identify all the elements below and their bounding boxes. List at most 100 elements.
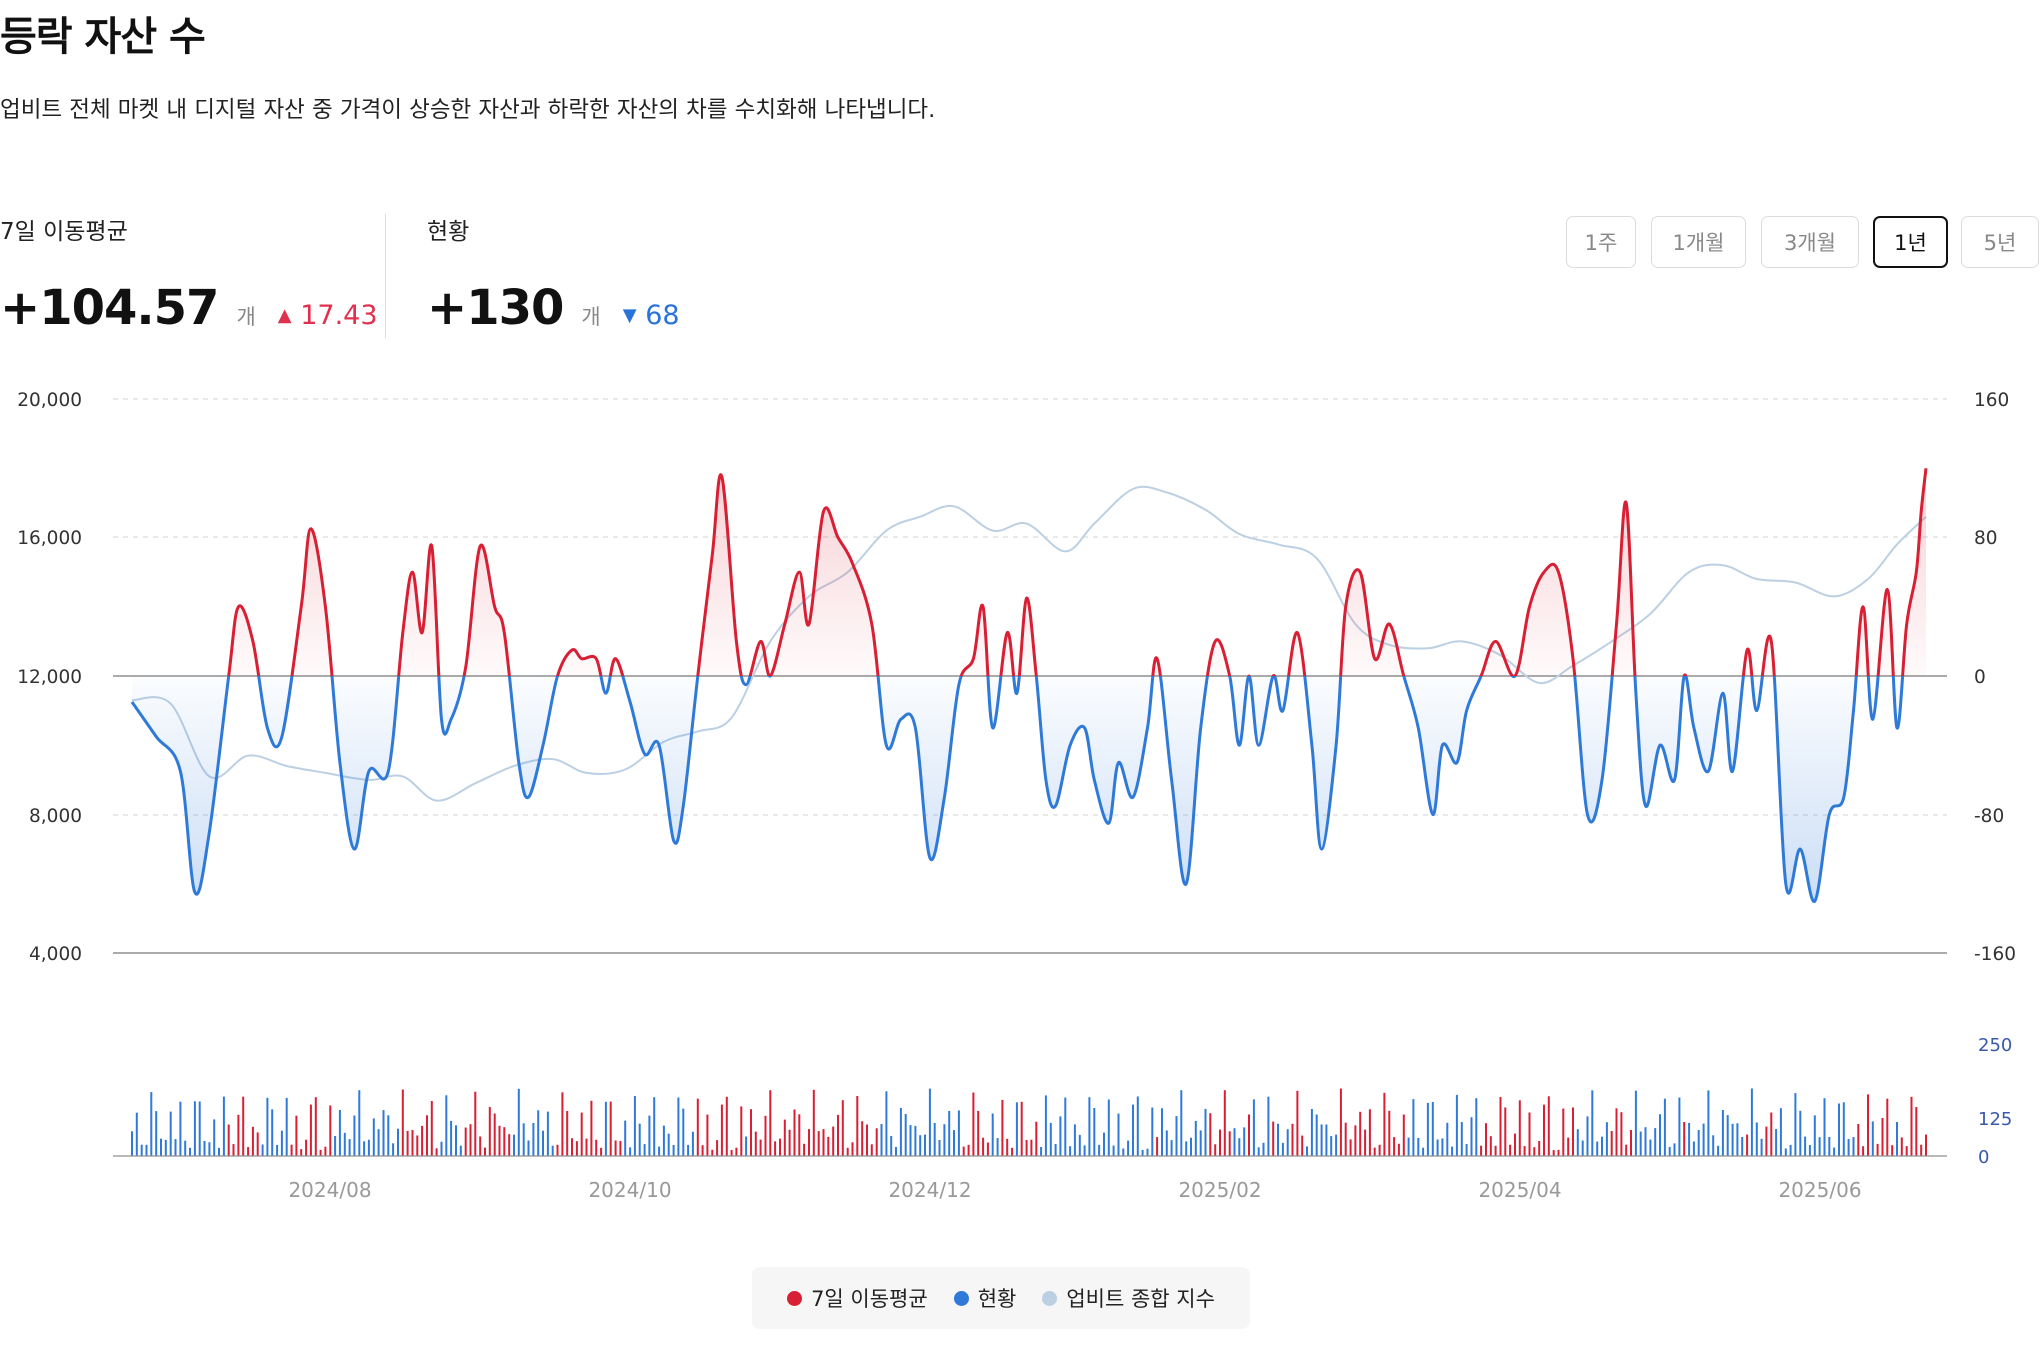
volume-bar <box>1547 1096 1550 1156</box>
volume-tick-label: 0 <box>1978 1147 1989 1168</box>
chart-area[interactable]: 20,000 16,000 12,000 8,000 4,000 160 80 0 -80 -1… <box>0 370 2040 1210</box>
volume-bar <box>1470 1117 1473 1156</box>
volume-bar <box>406 1130 409 1156</box>
volume-bar <box>1407 1137 1410 1156</box>
range-tab-1y[interactable]: 1년 <box>1873 216 1948 268</box>
volume-bar <box>319 1149 322 1156</box>
volume-bar <box>1117 1113 1120 1156</box>
volume-bar <box>189 1147 191 1156</box>
stat-moving-average: 7일 이동평균 +104.57 개 ▲ 17.43 <box>0 212 378 336</box>
volume-bar <box>150 1092 153 1156</box>
legend-item-current[interactable]: 현황 <box>953 1283 1016 1313</box>
volume-bar <box>957 1110 960 1156</box>
down-triangle-icon: ▼ <box>622 305 637 326</box>
volume-bar <box>213 1119 216 1156</box>
volume-bar <box>774 1141 777 1156</box>
volume-bar <box>1320 1124 1323 1156</box>
volume-bar <box>459 1145 462 1156</box>
volume-bar <box>1446 1122 1449 1156</box>
volume-bar <box>716 1140 719 1156</box>
volume-bar <box>450 1120 453 1156</box>
volume-bar <box>1480 1145 1483 1156</box>
x-axis-ticks: 2024/08 2024/10 2024/12 2025/02 2025/04 2025/… <box>288 1178 1861 1202</box>
volume-bar <box>1243 1127 1246 1156</box>
volume-bar <box>1141 1150 1144 1156</box>
volume-bar <box>1668 1146 1671 1156</box>
volume-bar <box>1838 1103 1840 1156</box>
legend-item-index[interactable]: 업비트 종합 지수 <box>1042 1283 1215 1313</box>
volume-bar <box>1900 1137 1903 1156</box>
volume-bar <box>1330 1136 1333 1156</box>
volume-bar <box>1132 1104 1134 1156</box>
volume-bar <box>1035 1121 1038 1156</box>
volume-bar <box>875 1128 878 1156</box>
volume-bar <box>1194 1120 1197 1156</box>
volume-bar <box>551 1145 554 1156</box>
volume-bar <box>1538 1141 1541 1156</box>
volume-bar <box>1572 1107 1574 1156</box>
volume-bar <box>841 1100 844 1156</box>
volume-bar <box>392 1143 395 1156</box>
volume-bar <box>1717 1145 1720 1156</box>
left-tick-label: 8,000 <box>29 806 82 827</box>
volume-bar <box>1692 1141 1695 1156</box>
right-tick-label: 0 <box>1974 667 1986 688</box>
range-tab-1w[interactable]: 1주 <box>1566 216 1636 268</box>
volume-bar <box>397 1128 399 1156</box>
volume-bar <box>1707 1090 1710 1156</box>
volume-bar <box>1741 1137 1744 1156</box>
volume-bar <box>895 1147 897 1156</box>
volume-bar <box>1702 1123 1705 1156</box>
volume-bar <box>401 1089 404 1156</box>
volume-bar <box>184 1140 187 1156</box>
volume-bar <box>1417 1137 1420 1156</box>
volume-bar <box>174 1139 177 1156</box>
volume-bar <box>343 1132 346 1156</box>
volume-bar <box>691 1131 694 1156</box>
volume-bar <box>295 1115 298 1156</box>
volume-bar <box>353 1115 356 1156</box>
volume-bar <box>1248 1114 1250 1156</box>
volume-bar <box>1277 1123 1279 1156</box>
volume-bar <box>1354 1125 1357 1156</box>
volume-bar <box>218 1147 220 1156</box>
volume-bar <box>1098 1144 1101 1156</box>
volume-bar <box>682 1108 685 1156</box>
volume-bar <box>542 1130 544 1156</box>
volume-axis-ticks: 250 125 0 <box>113 1035 2012 1168</box>
stat-ma-label: 7일 이동평균 <box>0 219 128 245</box>
volume-bar <box>377 1129 380 1156</box>
volume-bar <box>1291 1123 1294 1156</box>
range-tab-5y[interactable]: 5년 <box>1961 216 2039 268</box>
volume-bar <box>1557 1149 1560 1156</box>
volume-bar <box>382 1110 385 1156</box>
volume-bar <box>435 1148 438 1156</box>
volume-bar <box>1262 1142 1265 1156</box>
volume-bar <box>1209 1113 1212 1156</box>
volume-bar <box>1228 1131 1231 1156</box>
legend-item-ma[interactable]: 7일 이동평균 <box>787 1283 928 1313</box>
volume-bar <box>1523 1146 1526 1156</box>
volume-bar <box>1088 1097 1091 1156</box>
volume-bar <box>455 1125 457 1156</box>
volume-bar <box>996 1138 999 1156</box>
range-tab-3m[interactable]: 3개월 <box>1761 216 1859 268</box>
stat-current-delta: 68 <box>645 300 680 331</box>
volume-bar <box>348 1139 351 1156</box>
volume-bar <box>1543 1104 1545 1156</box>
volume-bar <box>788 1129 791 1156</box>
volume-bar <box>1794 1093 1797 1156</box>
volume-bar <box>546 1111 549 1156</box>
volume-bar <box>1455 1094 1458 1156</box>
volume-bar <box>1896 1122 1898 1156</box>
volume-bar <box>484 1147 486 1156</box>
range-tab-1m[interactable]: 1개월 <box>1651 216 1746 268</box>
volume-bar <box>1552 1150 1555 1156</box>
ma-negative-area <box>132 676 1926 902</box>
volume-bar <box>1871 1121 1874 1156</box>
volume-bar <box>808 1129 810 1156</box>
right-axis-ticks: 160 80 0 -80 -160 <box>1974 390 2016 965</box>
volume-bar <box>1112 1145 1115 1156</box>
volume-bar <box>508 1134 511 1156</box>
volume-bar <box>1804 1136 1807 1156</box>
